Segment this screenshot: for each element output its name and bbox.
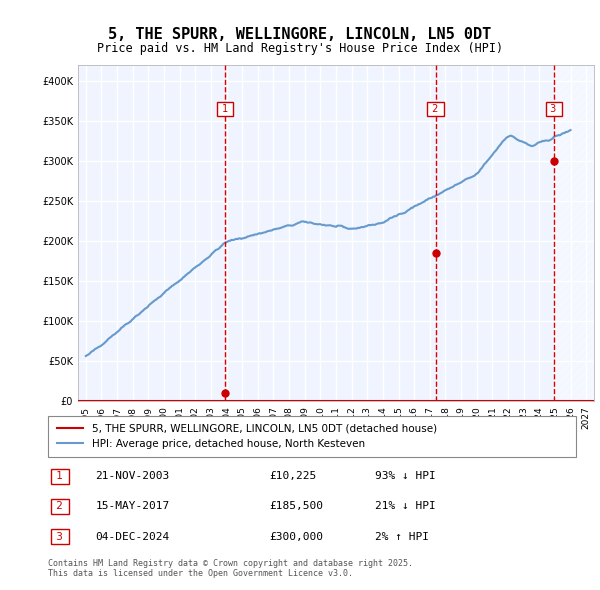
Text: £10,225: £10,225 <box>270 471 317 481</box>
Legend: 5, THE SPURR, WELLINGORE, LINCOLN, LN5 0DT (detached house), HPI: Average price,: 5, THE SPURR, WELLINGORE, LINCOLN, LN5 0… <box>53 420 441 453</box>
Text: 2: 2 <box>430 104 442 114</box>
Text: 04-DEC-2024: 04-DEC-2024 <box>95 532 170 542</box>
FancyBboxPatch shape <box>48 416 576 457</box>
Text: 2: 2 <box>53 502 67 512</box>
Text: 5, THE SPURR, WELLINGORE, LINCOLN, LN5 0DT: 5, THE SPURR, WELLINGORE, LINCOLN, LN5 0… <box>109 27 491 41</box>
Text: 21-NOV-2003: 21-NOV-2003 <box>95 471 170 481</box>
Text: £185,500: £185,500 <box>270 502 324 512</box>
Text: Contains HM Land Registry data © Crown copyright and database right 2025.
This d: Contains HM Land Registry data © Crown c… <box>48 559 413 578</box>
Text: 3: 3 <box>547 104 560 114</box>
Bar <box>554 65 594 401</box>
Text: 1: 1 <box>53 471 67 481</box>
Text: Price paid vs. HM Land Registry's House Price Index (HPI): Price paid vs. HM Land Registry's House … <box>97 42 503 55</box>
Text: 3: 3 <box>53 532 67 542</box>
Text: 1: 1 <box>218 104 231 114</box>
Text: 15-MAY-2017: 15-MAY-2017 <box>95 502 170 512</box>
Text: 2% ↑ HPI: 2% ↑ HPI <box>376 532 430 542</box>
Text: £300,000: £300,000 <box>270 532 324 542</box>
Text: 21% ↓ HPI: 21% ↓ HPI <box>376 502 436 512</box>
Text: 93% ↓ HPI: 93% ↓ HPI <box>376 471 436 481</box>
